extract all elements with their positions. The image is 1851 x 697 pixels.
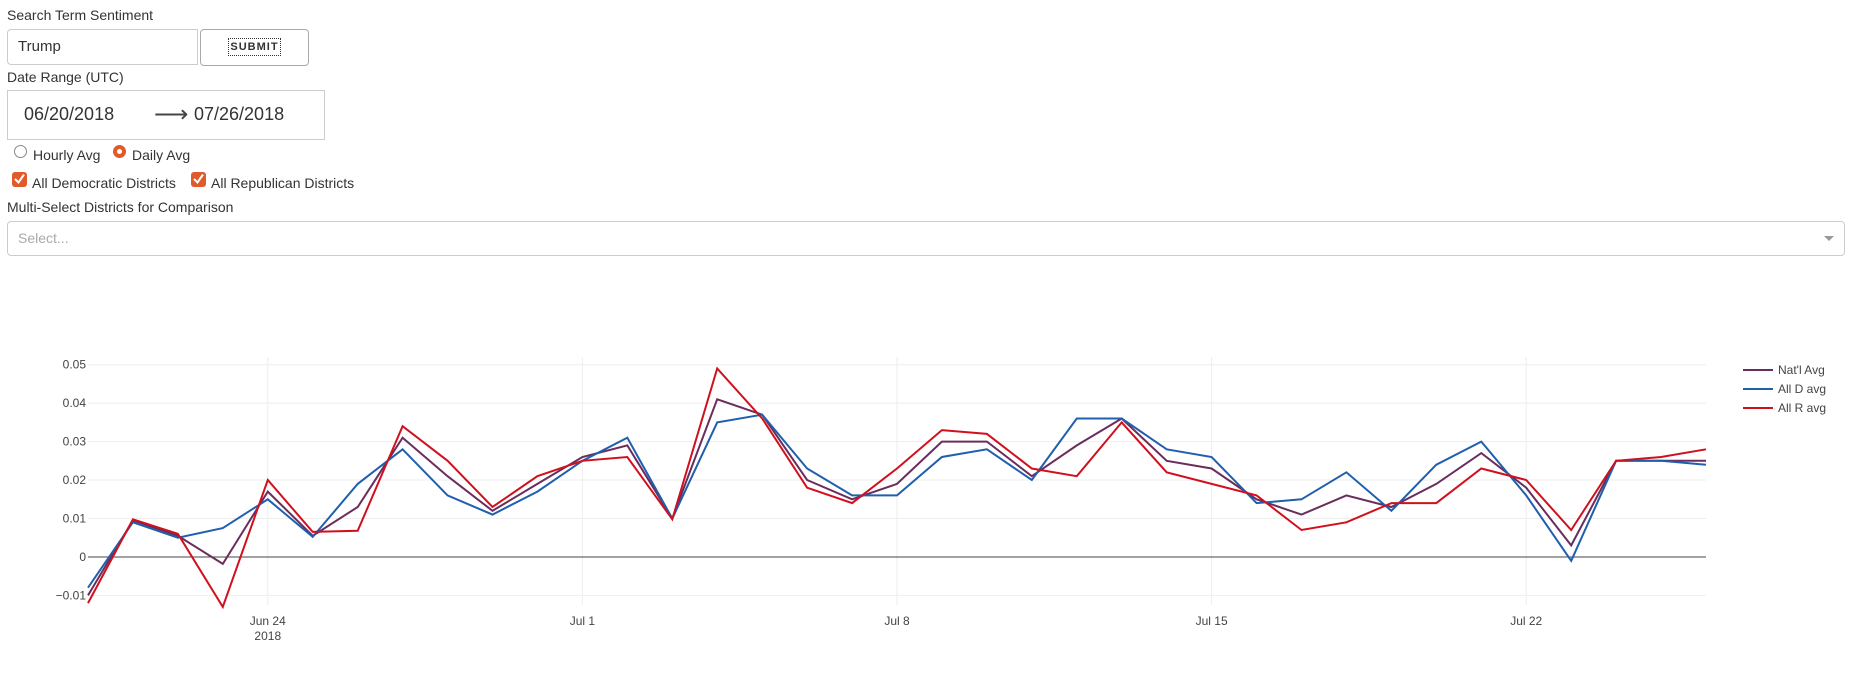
y-tick-label: 0.05 <box>63 358 87 372</box>
y-tick-label: 0 <box>79 550 86 564</box>
legend-label: Nat'l Avg <box>1778 363 1825 377</box>
date-range-label: Date Range (UTC) <box>7 69 124 85</box>
chart-series <box>87 366 1707 610</box>
date-range-arrow-icon: ⟶ <box>154 101 189 128</box>
end-date-input[interactable]: 07/26/2018 <box>194 104 285 124</box>
hourly-avg-radio[interactable] <box>14 145 27 158</box>
x-tick-label: Jul 8 <box>884 614 910 628</box>
x-tick-sublabel: 2018 <box>254 629 281 643</box>
chart-legend: Nat'l Avg All D avg All R avg <box>1743 363 1826 415</box>
y-tick-label: 0.03 <box>63 435 87 449</box>
x-tick-label: Jul 22 <box>1510 614 1542 628</box>
daily-avg-label: Daily Avg <box>132 147 191 163</box>
submit-button-label: SUBMIT <box>228 38 281 56</box>
submit-button[interactable]: SUBMIT <box>200 29 309 66</box>
search-term-label: Search Term Sentiment <box>7 7 154 23</box>
chart-grid <box>88 357 1706 605</box>
legend-label: All R avg <box>1778 401 1826 415</box>
x-tick-label: Jun 24 <box>250 614 286 628</box>
multiselect-placeholder: Select... <box>18 230 69 246</box>
series-line-2 <box>87 366 1707 610</box>
series-line-1 <box>87 413 1707 589</box>
y-tick-label: −0.01 <box>56 588 87 602</box>
all-republican-label: All Republican Districts <box>211 175 355 191</box>
x-tick-label: Jul 15 <box>1196 614 1228 628</box>
all-democratic-label: All Democratic Districts <box>32 175 176 191</box>
series-line-0 <box>87 398 1706 596</box>
chevron-down-icon[interactable] <box>1824 236 1834 241</box>
y-axis: −0.01 0 0.01 0.02 0.03 0.04 0.05 <box>56 358 87 603</box>
checkmark-icon <box>193 173 204 185</box>
legend-label: All D avg <box>1778 382 1826 396</box>
hourly-avg-label: Hourly Avg <box>33 147 101 163</box>
compare-label: Multi-Select Districts for Comparison <box>7 199 234 215</box>
search-input[interactable]: Trump <box>7 29 198 65</box>
y-tick-label: 0.01 <box>63 511 87 525</box>
y-tick-label: 0.02 <box>63 473 87 487</box>
daily-avg-radio[interactable] <box>113 145 126 158</box>
x-tick-label: Jul 1 <box>570 614 596 628</box>
district-multiselect[interactable]: Select... <box>7 221 1845 256</box>
y-tick-label: 0.04 <box>63 396 87 410</box>
all-republican-checkbox[interactable] <box>191 172 206 187</box>
date-range-picker: 06/20/2018 ⟶ 07/26/2018 <box>7 90 325 140</box>
checkmark-icon <box>14 173 25 185</box>
start-date-input[interactable]: 06/20/2018 <box>24 104 115 124</box>
all-democratic-checkbox[interactable] <box>12 172 27 187</box>
